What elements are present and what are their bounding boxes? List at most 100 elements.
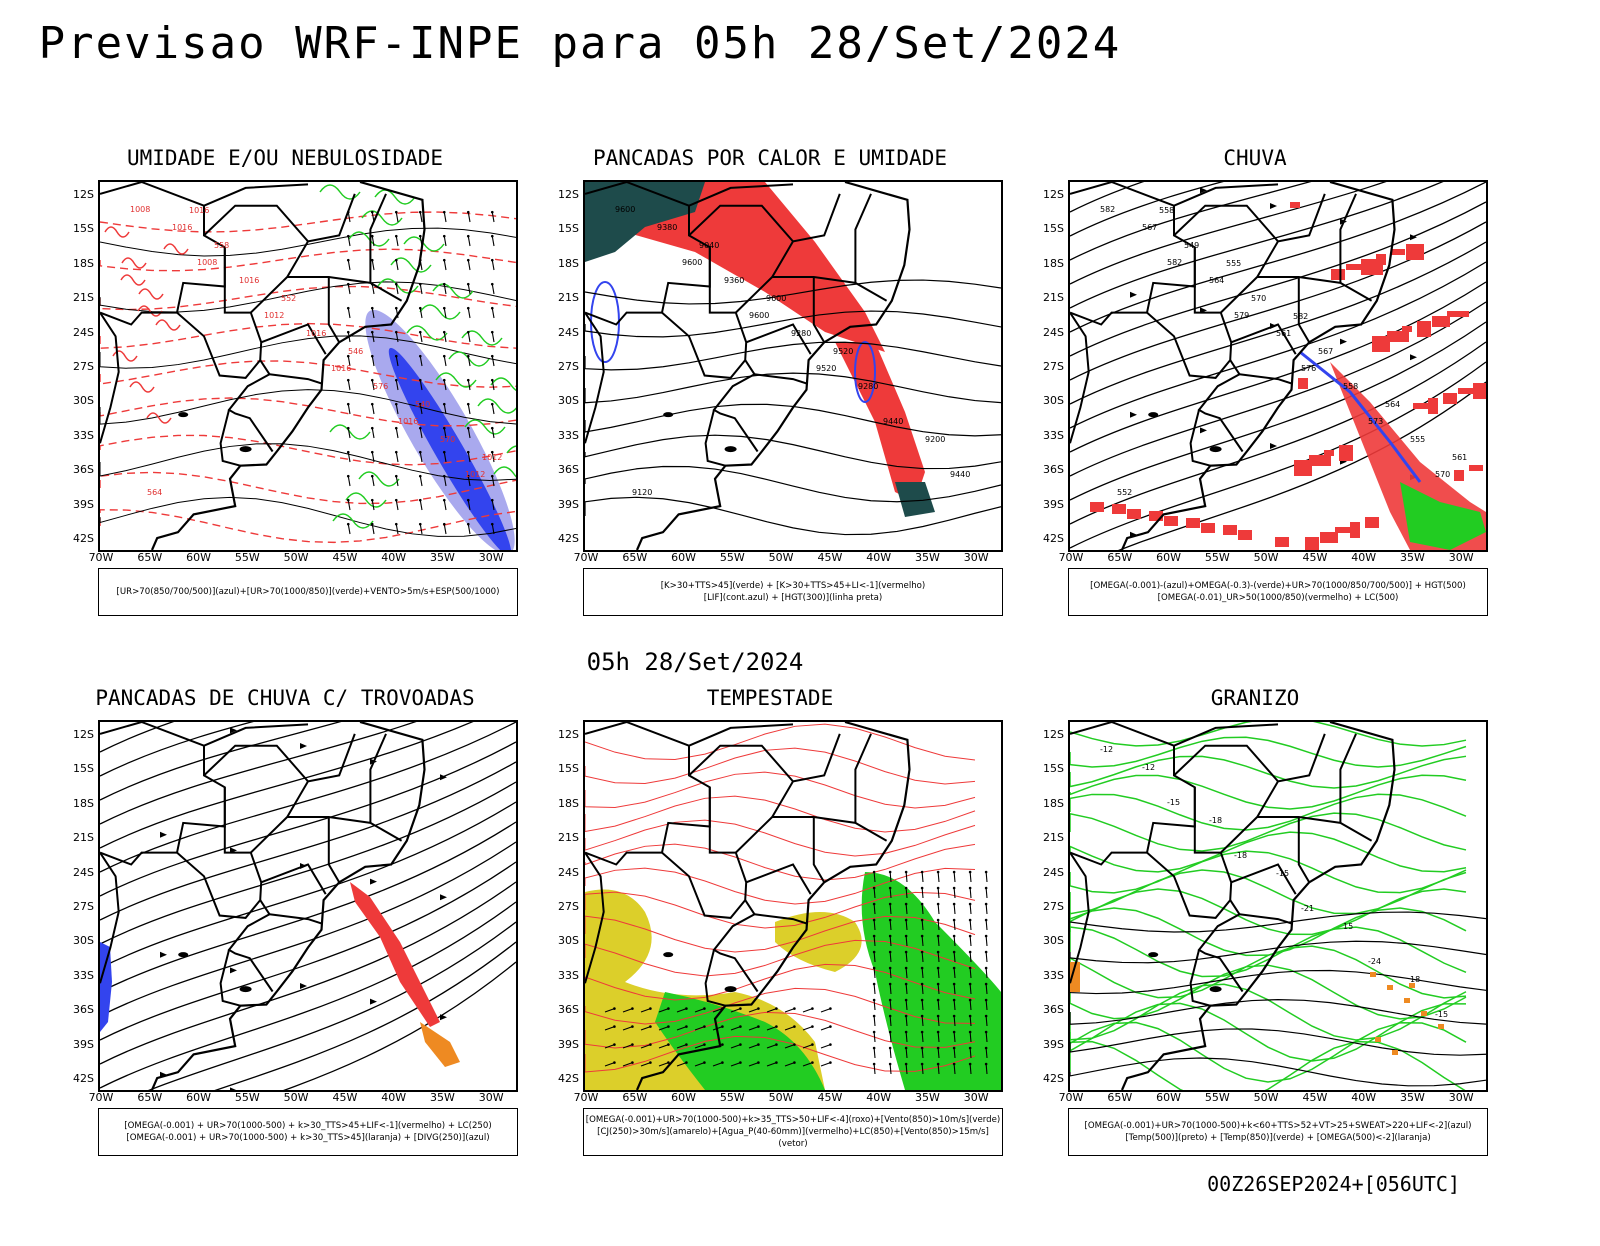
contour-label: -15: [1167, 798, 1180, 807]
longitude-label: 45W: [332, 551, 358, 564]
longitude-label: 45W: [1302, 551, 1328, 564]
longitude-label: 35W: [1400, 551, 1425, 564]
latitude-label: 36S: [73, 1003, 94, 1017]
longitude-label: 70W: [1058, 551, 1084, 564]
latitude-label: 33S: [1043, 968, 1064, 982]
latitude-label: 15S: [73, 222, 94, 236]
run-timestamp: 00Z26SEP2024+[056UTC]: [1207, 1172, 1460, 1196]
map-frame: [583, 720, 1003, 1092]
contour-label: 9280: [858, 382, 878, 391]
contour-label: -15: [1435, 1010, 1448, 1019]
longitude-label: 55W: [1204, 551, 1230, 564]
latitude-label: 12S: [73, 188, 94, 201]
longitude-label: 65W: [1107, 1091, 1133, 1104]
latitude-label: 15S: [1043, 762, 1064, 776]
longitude-label: 30W: [1448, 1091, 1474, 1104]
latitude-label: 24S: [558, 325, 579, 339]
panel-title: UMIDADE E/OU NEBULOSIDADE: [126, 146, 444, 170]
latitude-label: 18S: [558, 796, 579, 810]
latitude-label: 15S: [558, 222, 579, 236]
weather-map: [100, 722, 516, 1090]
longitude-label: 40W: [381, 1091, 407, 1104]
contour-label: 1016: [398, 417, 418, 426]
contour-label: 573: [1368, 417, 1383, 426]
panel-granizo: GRANIZO -12 -15 -18 -21 -24 -15 -12 -18 -15 15 18 12…: [1020, 686, 1490, 1246]
map-frame: 1008 1008 1012 1016 1016 1012 1016 1016 1016 576 5…: [98, 180, 518, 552]
contour-label: 9600: [615, 205, 635, 214]
latitude-label: 21S: [558, 291, 579, 305]
main-title: Previsao WRF-INPE para 05h 28/Set/2024: [38, 18, 1122, 69]
latitude-label: 30S: [558, 934, 579, 948]
contour-label: -24: [1368, 957, 1381, 966]
contour-label: 561: [1276, 329, 1291, 338]
latitude-label: 24S: [558, 865, 579, 879]
latitude-label: 21S: [73, 831, 94, 845]
contour-label: 558: [1343, 382, 1358, 391]
latitude-label: 30S: [1043, 934, 1064, 948]
longitude-label: 55W: [1204, 1091, 1230, 1104]
map-frame: 582 582 579 576 573 570 567 564 561 558 555 552 549 5…: [1068, 180, 1488, 552]
latitude-label: 12S: [1043, 728, 1064, 741]
legend-text: [OMEGA(-0.001)-(azul)+OMEGA(-0.3)-(verde…: [1090, 581, 1466, 591]
longitude-label: 35W: [915, 1091, 940, 1104]
contour-label: 558: [214, 241, 229, 250]
longitude-label: 50W: [768, 551, 794, 564]
longitude-label: 35W: [430, 1091, 455, 1104]
longitude-label: 70W: [1058, 1091, 1084, 1104]
longitude-label: 65W: [137, 551, 163, 564]
latitude-label: 33S: [73, 428, 94, 442]
panel-title: GRANIZO: [1210, 686, 1300, 710]
contour-label: 579: [1234, 311, 1249, 320]
latitude-label: 15S: [1043, 222, 1064, 236]
contour-label: -18: [1234, 851, 1247, 860]
contour-label: 549: [1184, 241, 1199, 250]
latitude-label: 27S: [73, 900, 94, 913]
longitude-label: 55W: [719, 551, 745, 564]
latitude-label: 30S: [73, 934, 94, 948]
latitude-label: 18S: [73, 256, 94, 270]
latitude-label: 27S: [558, 360, 579, 373]
contour-label: 1016: [189, 206, 209, 215]
latitude-label: 24S: [1043, 325, 1064, 339]
panel-chuva: CHUVA 582 582 579 576 573 570 567 564 561 558 555 55…: [1020, 146, 1490, 706]
legend-box: [OMEGA(-0.001)+UR>70(1000-500)+k>35_TTS>…: [583, 1108, 1003, 1156]
contour-label: -18: [1209, 816, 1222, 825]
contour-label: 1016: [239, 276, 259, 285]
longitude-label: 50W: [1253, 551, 1279, 564]
weather-map: 5825825795765735705675645615585555525495…: [1070, 182, 1486, 550]
contour-label: 9440: [883, 417, 903, 426]
panel-title: TEMPESTADE: [706, 686, 834, 710]
longitude-label: 35W: [430, 551, 455, 564]
latitude-label: 27S: [1043, 900, 1064, 913]
latitude-label: 36S: [558, 1003, 579, 1017]
latitude-label: 42S: [558, 1072, 579, 1085]
latitude-label: 15S: [558, 762, 579, 776]
panel-pancadas-trovoadas: PANCADAS DE CHUVA C/ TROVOADAS 12S 15S 18S 2…: [50, 686, 520, 1246]
contour-label: 9600: [682, 258, 702, 267]
longitude-label: 45W: [817, 551, 843, 564]
latitude-label: 39S: [1043, 1037, 1064, 1051]
contour-label: 552: [281, 294, 296, 303]
weather-map: 9600 9600 9600 9520 9440 9440 9380 9360 9280 9280…: [585, 182, 1001, 550]
latitude-label: 12S: [73, 728, 94, 741]
contour-label: 567: [1142, 223, 1157, 232]
contour-label: 570: [1435, 470, 1450, 479]
latitude-label: 33S: [558, 428, 579, 442]
contour-label: 15: [1343, 922, 1353, 931]
contour-label: 582: [1293, 312, 1308, 321]
longitude-label: 35W: [915, 551, 940, 564]
contour-label: 9280: [791, 329, 811, 338]
legend-text: [LIF](cont.azul) + [HGT(300)](linha pret…: [703, 593, 883, 603]
longitude-label: 65W: [137, 1091, 163, 1104]
latitude-label: 12S: [1043, 188, 1064, 201]
latitude-label: 39S: [1043, 497, 1064, 511]
latitude-label: 18S: [73, 796, 94, 810]
contour-label: 540: [415, 400, 430, 409]
latitude-label: 18S: [1043, 256, 1064, 270]
latitude-label: 27S: [558, 900, 579, 913]
contour-label: 9600: [749, 311, 769, 320]
contour-label: 9440: [950, 470, 970, 479]
weather-map: 1008 1008 1012 1016 1016 1012 1016 1016 1016 576 5…: [100, 182, 516, 550]
longitude-label: 50W: [283, 1091, 309, 1104]
legend-text: [OMEGA(-0.01)_UR>50(1000/850)(vermelho) …: [1157, 593, 1399, 603]
